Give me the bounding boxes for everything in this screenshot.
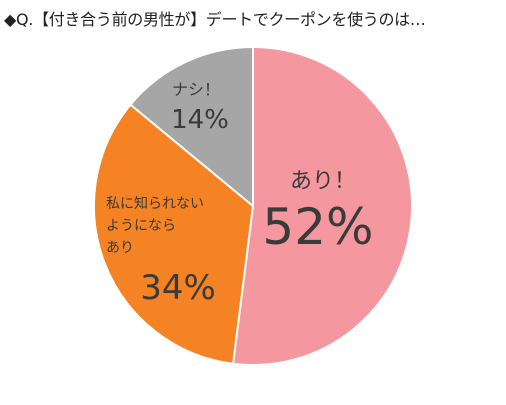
slice-label-secret-line1: 私に知られない [106,195,204,212]
slice-label-secret: 私に知られない ようになら あり [106,195,208,256]
slice-label-nashi: ナシ！ [172,80,220,99]
slice-nashi [129,45,254,209]
slice-label-secret-line2: ようになら [106,218,176,234]
slice-label-ari: あり！ [290,169,356,194]
slice-secret [93,103,255,365]
slice-label-secret-line3: あり [106,240,134,256]
slice-value-ari: 52% [262,198,373,256]
slice-ari [231,45,414,366]
chart-title: ◆Q.【付き合う前の男性が】デートでクーポンを使うのは… [4,10,426,29]
slice-value-nashi: 14% [171,105,229,135]
slice-value-secret: 34% [140,268,216,308]
